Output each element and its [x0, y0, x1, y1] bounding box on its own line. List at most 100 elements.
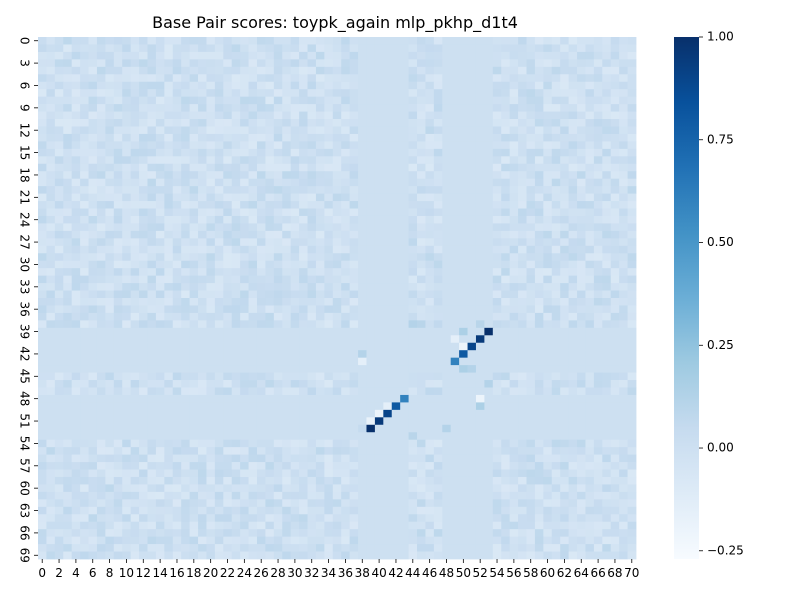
- heatmap-cell: [274, 335, 283, 343]
- heatmap-cell: [114, 268, 123, 276]
- heatmap-cell: [274, 395, 283, 403]
- heatmap-cell: [409, 276, 418, 284]
- heatmap-cell: [409, 291, 418, 299]
- heatmap-cell: [190, 74, 199, 82]
- heatmap-cell: [518, 335, 527, 343]
- heatmap-cell: [341, 350, 350, 358]
- heatmap-cell: [375, 59, 384, 67]
- heatmap-cell: [308, 470, 317, 478]
- heatmap-cell: [594, 119, 603, 127]
- heatmap-cell: [375, 417, 384, 425]
- heatmap-cell: [190, 350, 199, 358]
- heatmap-cell: [468, 97, 477, 105]
- heatmap-cell: [333, 283, 342, 291]
- heatmap-cell: [240, 537, 249, 545]
- heatmap-cell: [434, 425, 443, 433]
- heatmap-cell: [518, 544, 527, 552]
- heatmap-cell: [602, 246, 611, 254]
- heatmap-cell: [577, 447, 586, 455]
- heatmap-cell: [131, 298, 140, 306]
- heatmap-cell: [510, 387, 519, 395]
- heatmap-cell: [510, 499, 519, 507]
- heatmap-cell: [442, 380, 451, 388]
- heatmap-cell: [333, 350, 342, 358]
- heatmap-cell: [190, 238, 199, 246]
- heatmap-cell: [417, 179, 426, 187]
- heatmap-cell: [569, 276, 578, 284]
- heatmap-cell: [619, 52, 628, 60]
- heatmap-cell: [131, 52, 140, 60]
- heatmap-cell: [493, 343, 502, 351]
- heatmap-cell: [89, 305, 98, 313]
- heatmap-cell: [501, 194, 510, 202]
- heatmap-cell: [324, 387, 333, 395]
- heatmap-cell: [569, 291, 578, 299]
- heatmap-cell: [585, 492, 594, 500]
- heatmap-cell: [366, 313, 375, 321]
- heatmap-cell: [240, 328, 249, 336]
- heatmap-cell: [282, 313, 291, 321]
- heatmap-cell: [257, 283, 266, 291]
- heatmap-cell: [257, 171, 266, 179]
- heatmap-cell: [628, 358, 637, 366]
- heatmap-cell: [316, 462, 325, 470]
- heatmap-cell: [316, 44, 325, 52]
- heatmap-cell: [585, 179, 594, 187]
- heatmap-cell: [282, 216, 291, 224]
- heatmap-cell: [560, 44, 569, 52]
- heatmap-cell: [476, 112, 485, 120]
- heatmap-cell: [80, 268, 89, 276]
- heatmap-cell: [434, 529, 443, 537]
- heatmap-cell: [628, 37, 637, 45]
- heatmap-cell: [409, 201, 418, 209]
- heatmap-cell: [510, 447, 519, 455]
- heatmap-cell: [215, 238, 224, 246]
- heatmap-cell: [333, 313, 342, 321]
- heatmap-cell: [215, 365, 224, 373]
- heatmap-cell: [333, 440, 342, 448]
- heatmap-cell: [611, 544, 620, 552]
- heatmap-cell: [619, 141, 628, 149]
- heatmap-cell: [602, 209, 611, 217]
- heatmap-cell: [569, 432, 578, 440]
- heatmap-cell: [265, 276, 274, 284]
- heatmap-cell: [535, 499, 544, 507]
- heatmap-cell: [147, 223, 156, 231]
- heatmap-cell: [535, 82, 544, 90]
- heatmap-cell: [628, 410, 637, 418]
- heatmap-cell: [585, 223, 594, 231]
- heatmap-cell: [417, 387, 426, 395]
- heatmap-cell: [316, 179, 325, 187]
- heatmap-cell: [46, 499, 55, 507]
- heatmap-cell: [375, 231, 384, 239]
- heatmap-cell: [240, 343, 249, 351]
- heatmap-cell: [122, 313, 131, 321]
- heatmap-cell: [38, 462, 47, 470]
- heatmap-cell: [510, 328, 519, 336]
- heatmap-cell: [89, 373, 98, 381]
- heatmap-cell: [341, 52, 350, 60]
- heatmap-cell: [291, 194, 300, 202]
- heatmap-cell: [459, 52, 468, 60]
- heatmap-cell: [206, 149, 215, 157]
- heatmap-cell: [510, 305, 519, 313]
- heatmap-cell: [518, 268, 527, 276]
- heatmap-cell: [375, 544, 384, 552]
- heatmap-cell: [585, 358, 594, 366]
- heatmap-cell: [240, 194, 249, 202]
- heatmap-cell: [147, 268, 156, 276]
- heatmap-cell: [114, 246, 123, 254]
- heatmap-cell: [594, 514, 603, 522]
- heatmap-cell: [97, 171, 106, 179]
- heatmap-cell: [299, 328, 308, 336]
- heatmap-cell: [190, 514, 199, 522]
- heatmap-cell: [518, 410, 527, 418]
- heatmap-cell: [265, 89, 274, 97]
- heatmap-cell: [358, 276, 367, 284]
- heatmap-cell: [38, 470, 47, 478]
- heatmap-cell: [333, 291, 342, 299]
- heatmap-cell: [265, 410, 274, 418]
- heatmap-cell: [316, 59, 325, 67]
- heatmap-cell: [147, 305, 156, 313]
- heatmap-cell: [164, 425, 173, 433]
